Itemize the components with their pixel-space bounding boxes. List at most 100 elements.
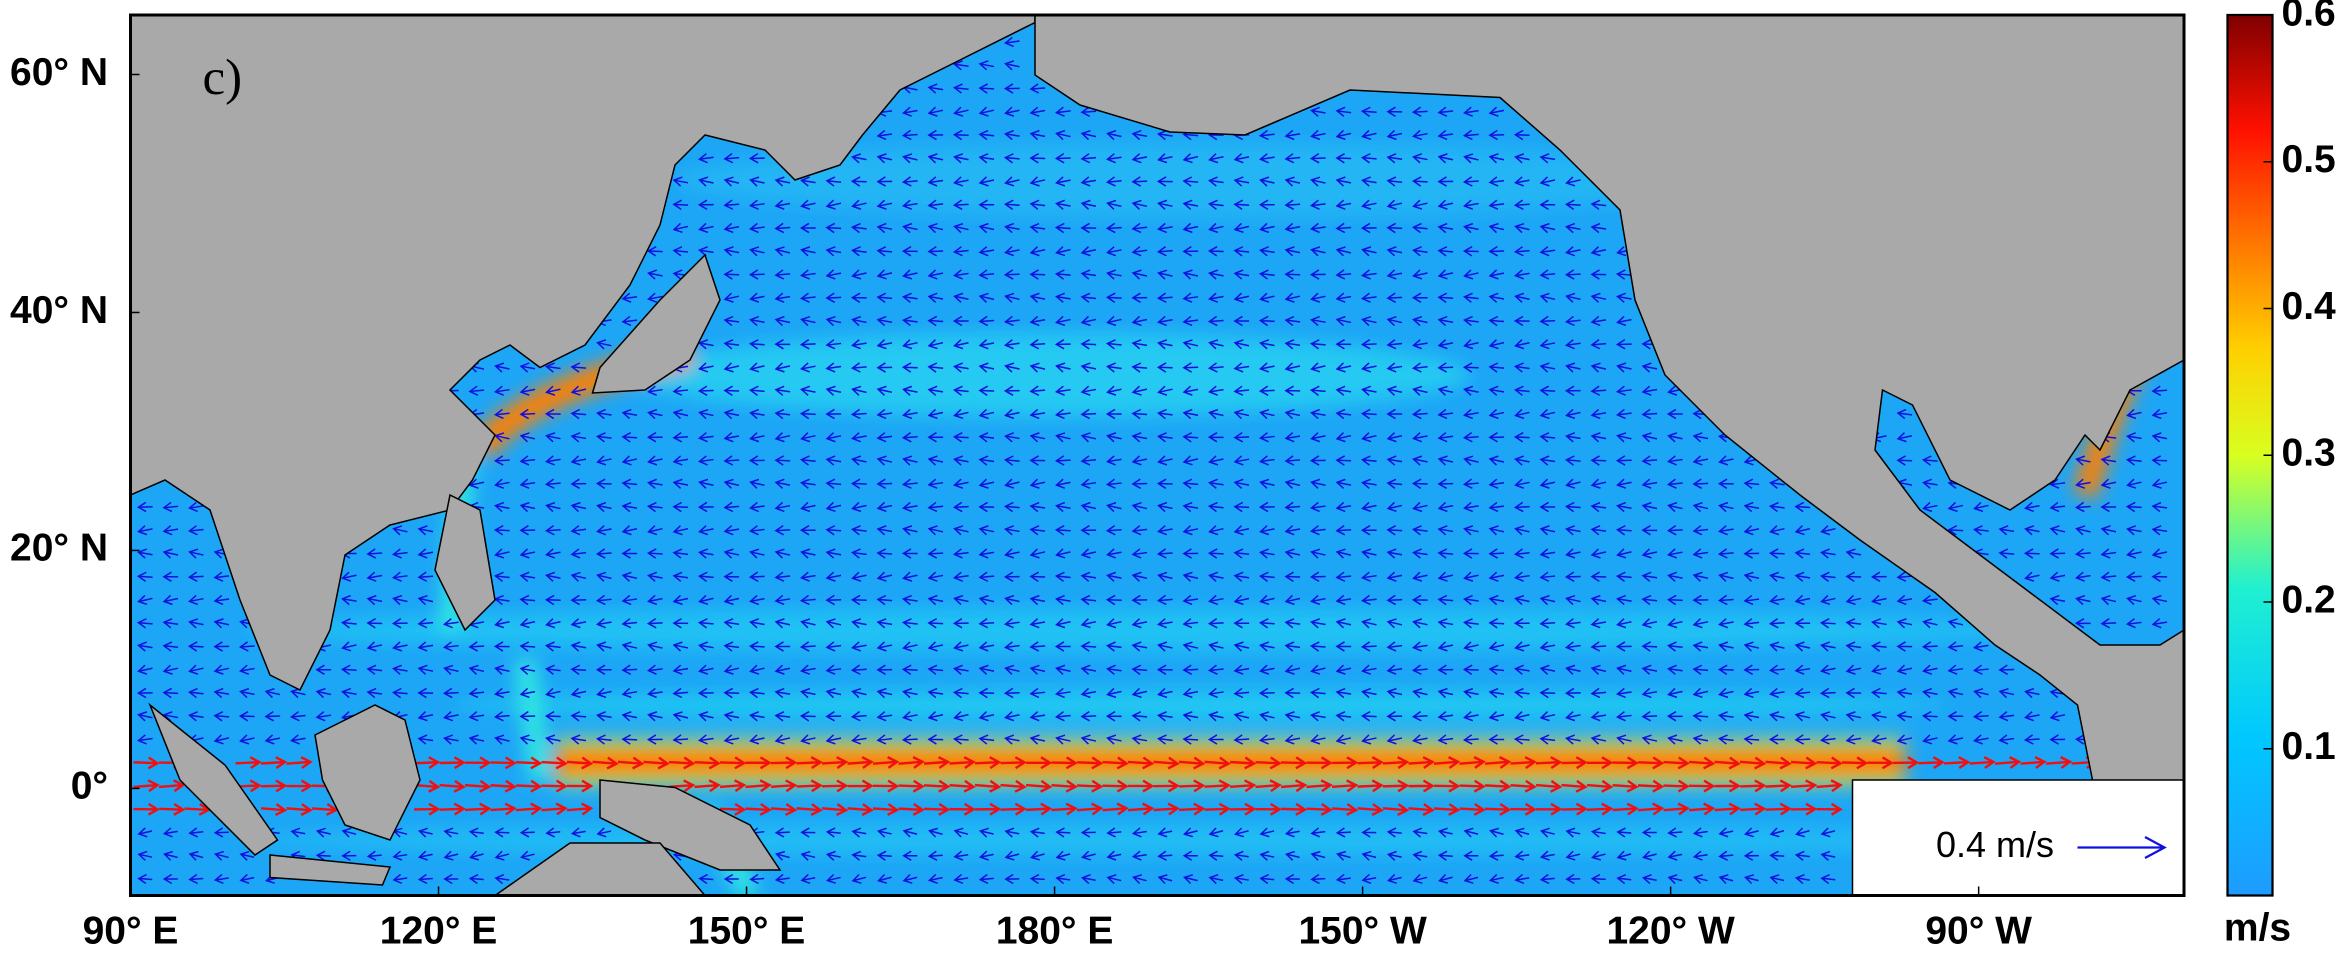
current-vector <box>1590 594 1607 606</box>
current-vector <box>1284 711 1301 722</box>
current-vector <box>2049 594 2066 606</box>
current-vector <box>978 362 995 373</box>
current-vector <box>1156 246 1173 257</box>
current-vector <box>1080 478 1097 489</box>
current-vector <box>1819 618 1836 629</box>
current-vector <box>851 455 867 466</box>
lat-tick-label: 20° N <box>10 527 108 570</box>
current-vector <box>1539 618 1556 629</box>
current-vector <box>1306 756 1333 770</box>
current-vector <box>595 734 612 745</box>
current-vector <box>417 711 434 722</box>
current-vector <box>1411 594 1428 606</box>
current-vector <box>417 594 434 606</box>
current-vector <box>1105 594 1122 606</box>
current-vector <box>847 756 874 769</box>
current-vector <box>1076 802 1104 816</box>
java <box>269 854 392 886</box>
current-vector <box>1182 246 1199 257</box>
current-vector <box>825 176 842 187</box>
current-vector <box>1637 802 1665 816</box>
current-vector <box>1360 525 1377 536</box>
current-vector <box>1714 756 1741 770</box>
current-vector <box>953 269 969 280</box>
current-vector <box>595 548 612 559</box>
current-vector <box>544 478 561 489</box>
current-vector <box>545 571 561 582</box>
current-vector <box>1488 176 1505 187</box>
current-vector <box>596 687 612 699</box>
current-vector <box>1335 455 1352 466</box>
current-vector <box>417 873 433 885</box>
current-vector <box>541 756 568 770</box>
current-vector <box>494 827 510 838</box>
current-vector <box>1106 874 1122 885</box>
reference-box <box>1851 779 2185 896</box>
current-vector <box>1437 687 1454 699</box>
current-vector <box>1361 176 1377 187</box>
current-vector <box>1616 548 1632 559</box>
colorbar-tick-label: 0.6 <box>2282 0 2336 34</box>
current-vector <box>1003 571 1020 582</box>
current-vector <box>774 873 790 885</box>
current-vector <box>2125 571 2142 582</box>
current-vector <box>698 222 714 234</box>
current-vector <box>770 803 798 816</box>
current-vector <box>821 756 849 769</box>
current-vector <box>1309 339 1326 350</box>
current-vector <box>723 176 740 187</box>
current-vector <box>1310 222 1326 234</box>
current-vector <box>1539 432 1556 443</box>
current-vector <box>1157 874 1173 885</box>
current-vector <box>1820 664 1836 675</box>
current-vector <box>1029 222 1046 234</box>
current-vector <box>442 687 459 699</box>
current-vector <box>1666 711 1683 722</box>
current-vector <box>2100 455 2117 466</box>
current-vector <box>1488 432 1505 443</box>
current-vector <box>1463 571 1479 582</box>
current-vector <box>1386 269 1403 280</box>
current-vector <box>1412 339 1428 350</box>
lon-tick-label: 120° W <box>1606 909 1735 952</box>
current-vector <box>566 802 594 816</box>
current-vector <box>545 734 561 745</box>
current-vector <box>697 432 714 443</box>
current-vector <box>1182 664 1199 675</box>
current-vector <box>341 687 357 699</box>
current-vector <box>570 641 587 652</box>
current-vector <box>1718 618 1734 629</box>
current-vector <box>1667 501 1683 513</box>
current-vector <box>1386 176 1403 187</box>
current-vector <box>1029 571 1046 582</box>
current-vector <box>647 385 663 396</box>
current-vector <box>952 129 969 141</box>
current-vector <box>1229 756 1257 770</box>
current-vector <box>748 222 765 234</box>
current-vector <box>923 802 951 816</box>
current-vector <box>647 455 663 466</box>
current-vector <box>596 455 612 466</box>
current-vector <box>850 292 867 303</box>
current-vector <box>1794 687 1811 699</box>
current-vector <box>1335 269 1352 280</box>
current-vector <box>1080 501 1097 513</box>
current-vector <box>1463 687 1479 699</box>
current-vector <box>1870 571 1887 582</box>
current-vector <box>1004 292 1020 303</box>
current-vector <box>1076 779 1104 793</box>
current-vector <box>1127 779 1155 793</box>
current-vector <box>621 548 638 559</box>
current-vector <box>596 571 612 582</box>
current-vector <box>1616 362 1632 373</box>
current-vector <box>1539 734 1556 745</box>
current-vector <box>927 246 944 257</box>
current-vector <box>1463 850 1479 861</box>
current-vector <box>1765 779 1792 793</box>
current-vector <box>188 548 204 559</box>
current-vector <box>1921 455 1938 466</box>
current-vector <box>1488 315 1505 327</box>
current-vector <box>1157 525 1173 536</box>
current-vector <box>1437 129 1454 141</box>
current-vector <box>1564 687 1581 699</box>
